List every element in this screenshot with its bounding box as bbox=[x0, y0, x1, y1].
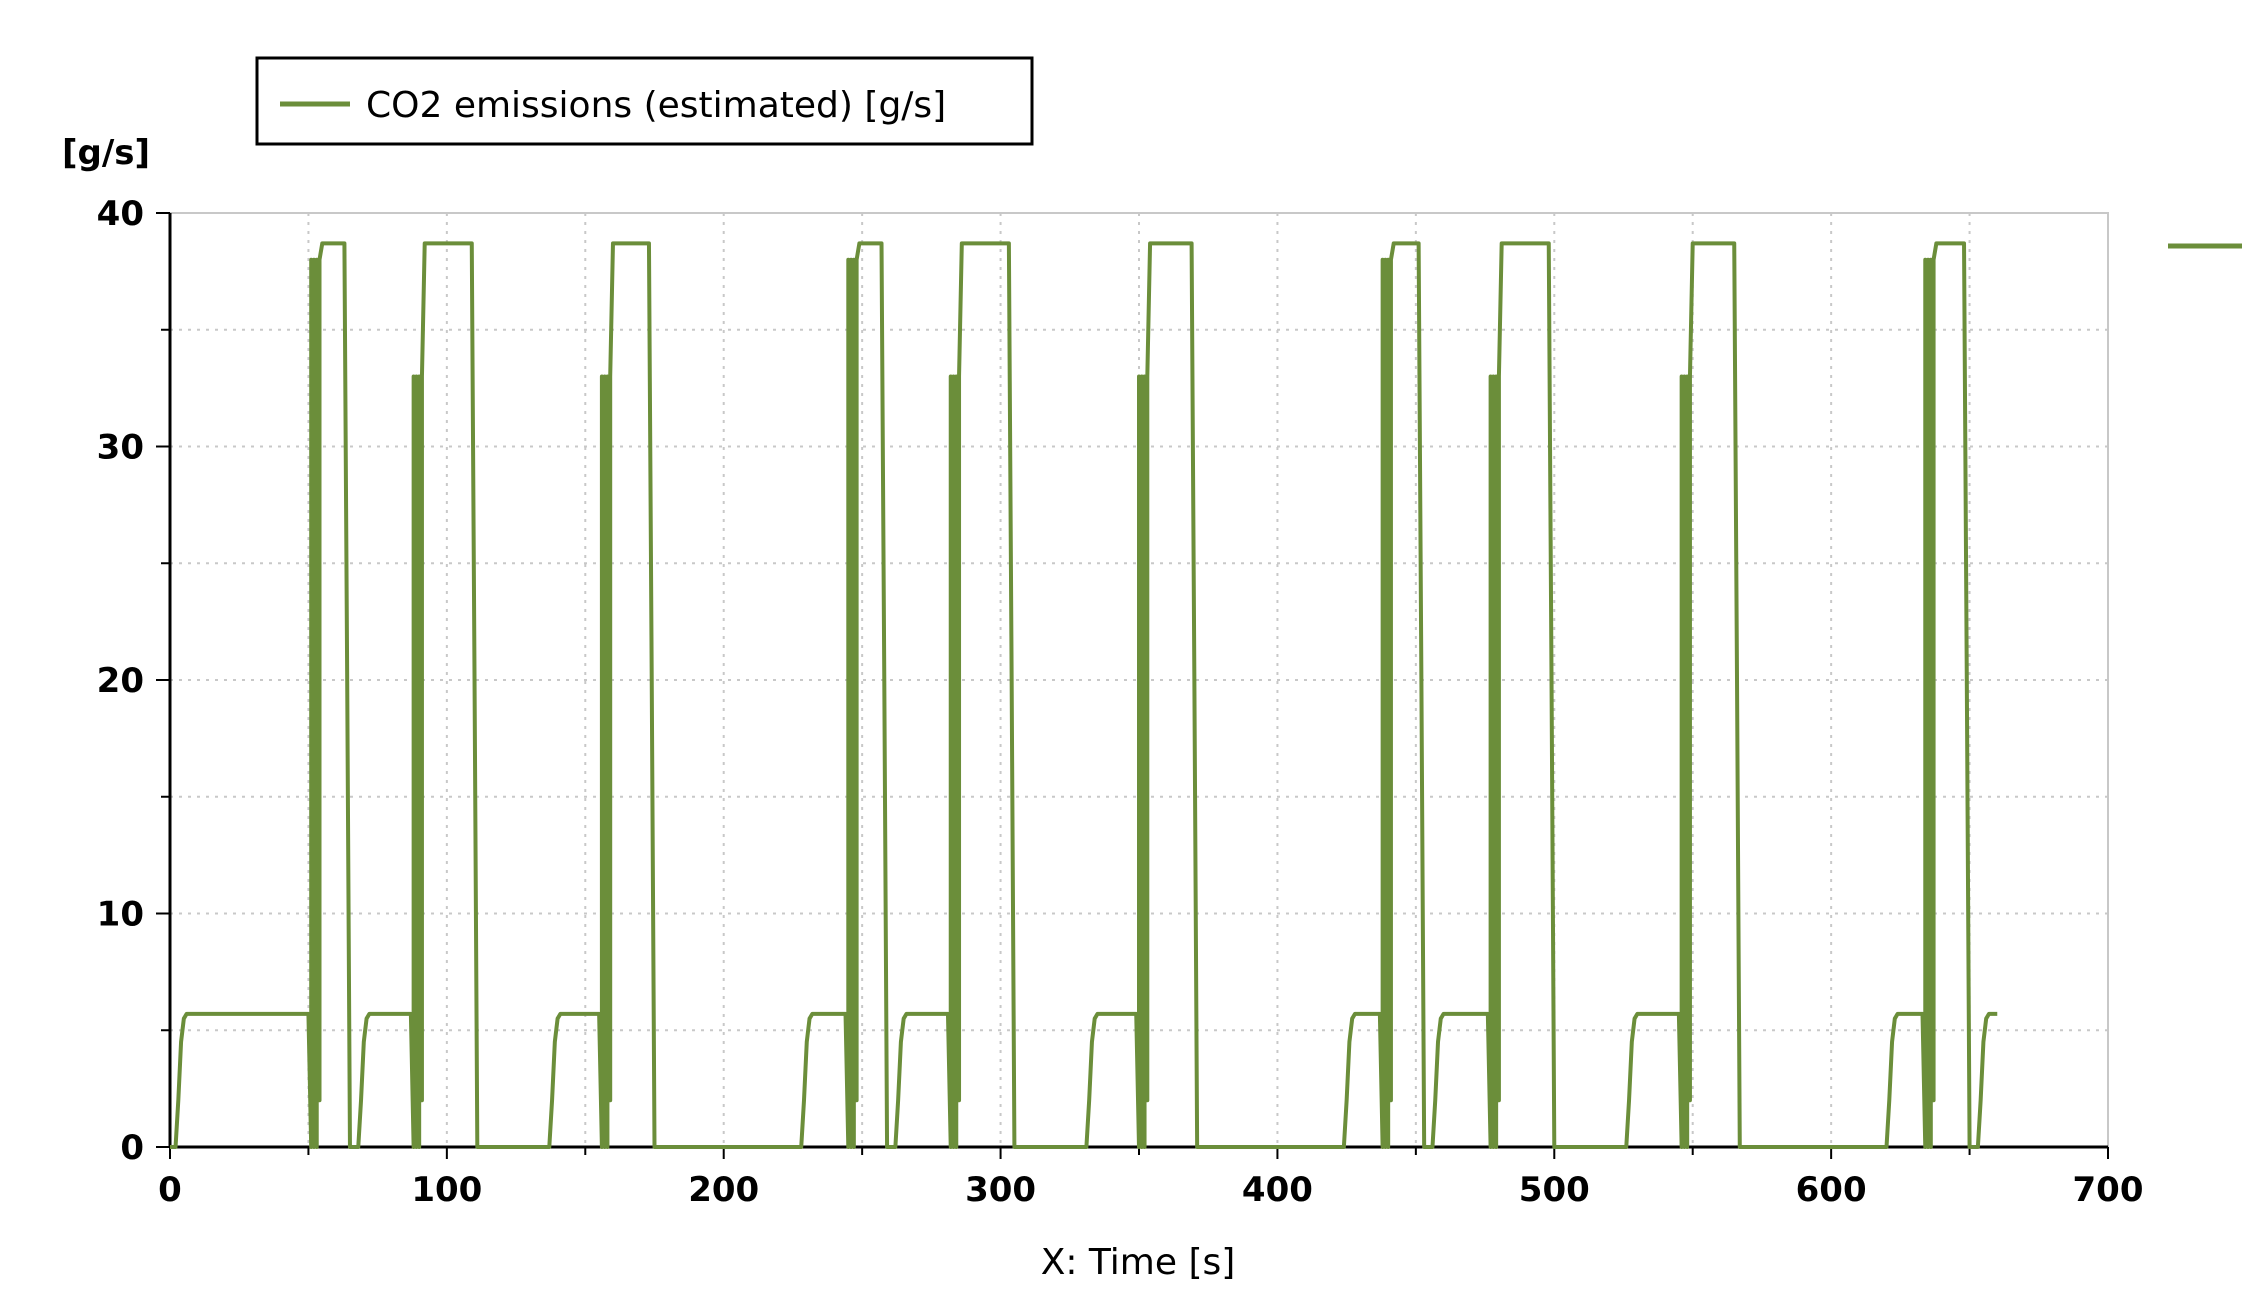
x-tick-label: 300 bbox=[965, 1170, 1036, 1210]
legend-box bbox=[255, 56, 1034, 146]
grid bbox=[170, 213, 2108, 1147]
x-tick-label: 400 bbox=[1242, 1170, 1313, 1210]
x-tick-label: 600 bbox=[1796, 1170, 1867, 1210]
y-tick-label: 20 bbox=[97, 661, 144, 701]
y-unit-label: [g/s] bbox=[62, 133, 150, 173]
y-tick-label: 30 bbox=[97, 428, 144, 468]
x-axis-title: X: Time [s] bbox=[1041, 1242, 1236, 1283]
legend-label: CO2 emissions (estimated) [g/s] bbox=[366, 85, 946, 126]
x-ticks: 0 100 200 300 400 500 600 700 bbox=[158, 1147, 2143, 1210]
x-tick-label: 500 bbox=[1519, 1170, 1590, 1210]
y-tick-label: 0 bbox=[120, 1128, 144, 1168]
x-tick-label: 200 bbox=[688, 1170, 759, 1210]
x-tick-label: 700 bbox=[2073, 1170, 2144, 1210]
x-tick-label: 100 bbox=[411, 1170, 482, 1210]
y-tick-label: 40 bbox=[97, 194, 144, 234]
x-tick-label: 0 bbox=[158, 1170, 182, 1210]
y-tick-label: 10 bbox=[97, 895, 144, 935]
series-line-co2-emissions bbox=[170, 241, 1998, 1149]
series-group bbox=[170, 241, 1998, 1149]
y-ticks: 0 10 20 30 40 bbox=[97, 194, 170, 1168]
legend: CO2 emissions (estimated) [g/s] bbox=[255, 56, 1034, 146]
